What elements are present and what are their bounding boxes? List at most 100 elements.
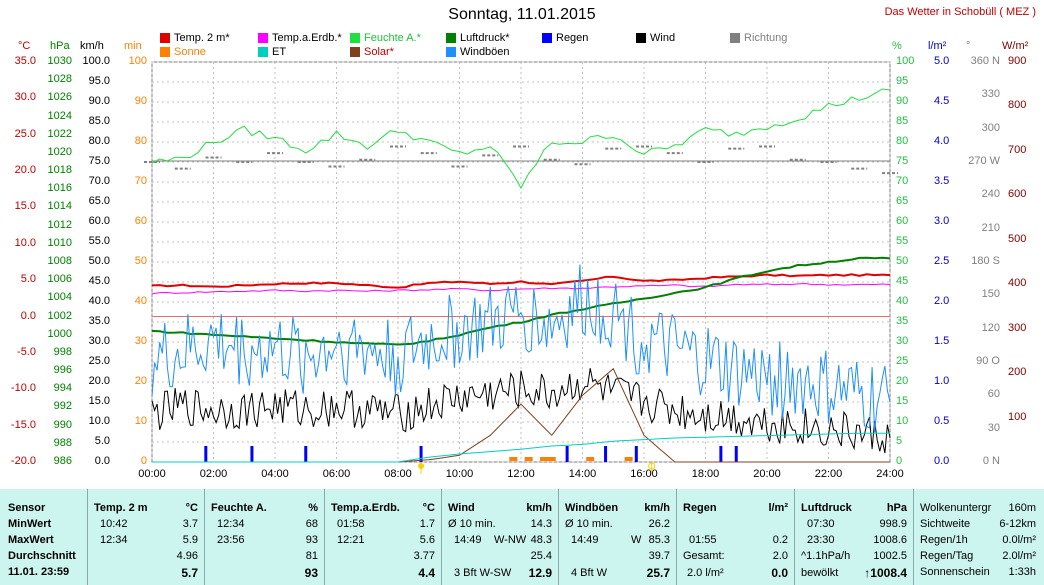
wind-max-direction: W-NW bbox=[494, 534, 527, 546]
wind-max-value: 48.3 bbox=[530, 534, 552, 546]
unit-min: min bbox=[124, 40, 142, 52]
erdb-min-value: 1.7 bbox=[419, 518, 435, 530]
page-title: Sonntag, 11.01.2015 bbox=[448, 6, 596, 23]
regen-bar bbox=[250, 446, 254, 462]
legend-item: Richtung bbox=[730, 32, 787, 44]
unit-lm2: l/m² bbox=[928, 40, 947, 52]
sonne-mark bbox=[509, 457, 518, 461]
legend-swatch bbox=[446, 33, 456, 43]
axis-tick-lm2: 5.0 bbox=[934, 55, 950, 67]
axis-tick-kmh: 65.0 bbox=[88, 195, 110, 207]
axis-tick-kmh: 10.0 bbox=[88, 415, 110, 427]
axis-tick-pct: 60 bbox=[896, 215, 909, 227]
axis-tick-lm2: 3.5 bbox=[934, 175, 950, 187]
axis-tick-min: 20 bbox=[134, 375, 147, 387]
axis-tick-deg: 270 W bbox=[968, 155, 1000, 167]
regen-bar bbox=[304, 446, 308, 462]
axis-tick-temp: 10.0 bbox=[14, 236, 36, 249]
axis-tick-pct: 30 bbox=[896, 335, 909, 347]
unit-deg: ° bbox=[966, 40, 971, 52]
feuchte-min-value: 68 bbox=[305, 518, 318, 530]
axis-tick-wm2: 900 bbox=[1008, 55, 1027, 67]
legend-label: Richtung bbox=[744, 32, 788, 44]
axis-tick-wm2: 100 bbox=[1008, 410, 1027, 423]
temp-max-value: 5.9 bbox=[182, 534, 198, 546]
legend-label: Regen bbox=[556, 32, 589, 44]
legend-item: ET bbox=[258, 46, 286, 58]
axis-tick-wm2: 400 bbox=[1008, 277, 1027, 290]
axis-tick-x: 22:00 bbox=[814, 468, 843, 480]
axis-tick-wm2: 700 bbox=[1008, 143, 1027, 156]
axis-tick-lm2: 1.5 bbox=[934, 335, 950, 347]
axis-tick-pct: 90 bbox=[896, 95, 909, 107]
panel-col-regen: Regen l/m² 01:55 0.2 Gesamt: 2.0 2.0 l/m… bbox=[677, 489, 795, 585]
boeen-max-direction: W bbox=[631, 534, 642, 546]
axis-tick-hpa: 1030 bbox=[47, 55, 72, 67]
axis-tick-kmh: 0.0 bbox=[94, 455, 110, 467]
axis-tick-wm2: 500 bbox=[1008, 232, 1027, 245]
axis-tick-hpa: 1022 bbox=[47, 127, 72, 140]
sichtweite-value: 6-12km bbox=[999, 518, 1036, 530]
axis-tick-wm2: 600 bbox=[1008, 188, 1027, 201]
erdb-header: Temp.a.Erdb. bbox=[331, 502, 400, 514]
legend-swatch bbox=[730, 33, 740, 43]
regen-max-time: 01:55 bbox=[689, 534, 717, 546]
axis-tick-x: 06:00 bbox=[322, 468, 351, 480]
legend-label: Luftdruck* bbox=[460, 32, 510, 44]
regen-total-label: Gesamt: bbox=[683, 550, 725, 562]
axis-tick-deg: 300 bbox=[981, 121, 1000, 134]
axis-tick-temp: 35.0 bbox=[14, 55, 36, 67]
regen-bar bbox=[719, 446, 723, 462]
legend-label: Feuchte A.* bbox=[364, 32, 421, 44]
sichtweite-label: Sichtweite bbox=[920, 518, 971, 530]
panel-col-erdb: Temp.a.Erdb. °C 01:58 1.7 12:21 5.6 3.77… bbox=[325, 489, 442, 585]
row-label-avg: Durchschnitt bbox=[8, 550, 76, 562]
feuchte-avg-value: 81 bbox=[305, 550, 318, 562]
axis-tick-kmh: 75.0 bbox=[88, 155, 110, 167]
axis-tick-kmh: 30.0 bbox=[88, 335, 110, 347]
legend-item: Wind bbox=[636, 32, 675, 44]
axis-tick-hpa: 994 bbox=[53, 382, 72, 395]
legend-swatch bbox=[446, 47, 456, 57]
wind-max-time: 14:49 bbox=[454, 534, 482, 546]
axis-tick-x: 12:00 bbox=[507, 468, 535, 480]
axis-tick-deg: 90 O bbox=[976, 355, 1000, 367]
axis-tick-kmh: 40.0 bbox=[88, 295, 110, 307]
legend-label: Windböen bbox=[460, 46, 510, 58]
temp-header: Temp. 2 m bbox=[94, 502, 148, 514]
axis-tick-kmh: 80.0 bbox=[88, 135, 110, 147]
axis-tick-hpa: 1008 bbox=[47, 255, 72, 267]
axis-tick-kmh: 35.0 bbox=[88, 315, 110, 327]
axis-tick-x: 14:00 bbox=[568, 468, 597, 480]
regen-bar bbox=[565, 446, 569, 462]
feuchte-min-time: 12:34 bbox=[217, 518, 245, 530]
axis-tick-min: 60 bbox=[134, 215, 147, 227]
erdb-avg-value: 3.77 bbox=[413, 550, 435, 562]
row-label-max: MaxWert bbox=[8, 534, 54, 546]
legend-item: Solar* bbox=[350, 46, 394, 58]
erdb-min-time: 01:58 bbox=[337, 518, 365, 530]
axis-tick-hpa: 1006 bbox=[47, 273, 72, 286]
wind-header: Wind bbox=[448, 502, 475, 514]
legend-item: Feuchte A.* bbox=[350, 32, 421, 44]
legend-swatch bbox=[350, 47, 360, 57]
series-feuchte-a- bbox=[151, 88, 891, 190]
axis-tick-hpa: 1026 bbox=[47, 91, 72, 104]
axis-tick-deg: 180 S bbox=[971, 255, 1000, 267]
boeen-max-value: 85.3 bbox=[648, 534, 670, 546]
axis-tick-kmh: 45.0 bbox=[88, 275, 110, 287]
erdb-current-value: 4.4 bbox=[418, 566, 435, 580]
panel-col-boeen: Windböen km/h Ø 10 min. 26.2 14:49 W 85.… bbox=[559, 489, 677, 585]
feuchte-current-value: 93 bbox=[304, 566, 318, 580]
axis-tick-wm2: 300 bbox=[1008, 321, 1027, 334]
axis-tick-hpa: 986 bbox=[53, 455, 72, 467]
series-wind bbox=[151, 368, 891, 454]
axis-tick-pct: 25 bbox=[896, 355, 909, 367]
axis-tick-pct: 40 bbox=[896, 295, 909, 307]
axis-tick-kmh: 100.0 bbox=[82, 55, 110, 67]
sonnenschein-label: Sonnenschein bbox=[920, 566, 990, 578]
axis-tick-x: 04:00 bbox=[261, 468, 289, 480]
axis-tick-kmh: 5.0 bbox=[94, 435, 110, 447]
regen-1h-label: Regen/1h bbox=[920, 534, 968, 546]
axis-tick-hpa: 1020 bbox=[47, 145, 72, 158]
